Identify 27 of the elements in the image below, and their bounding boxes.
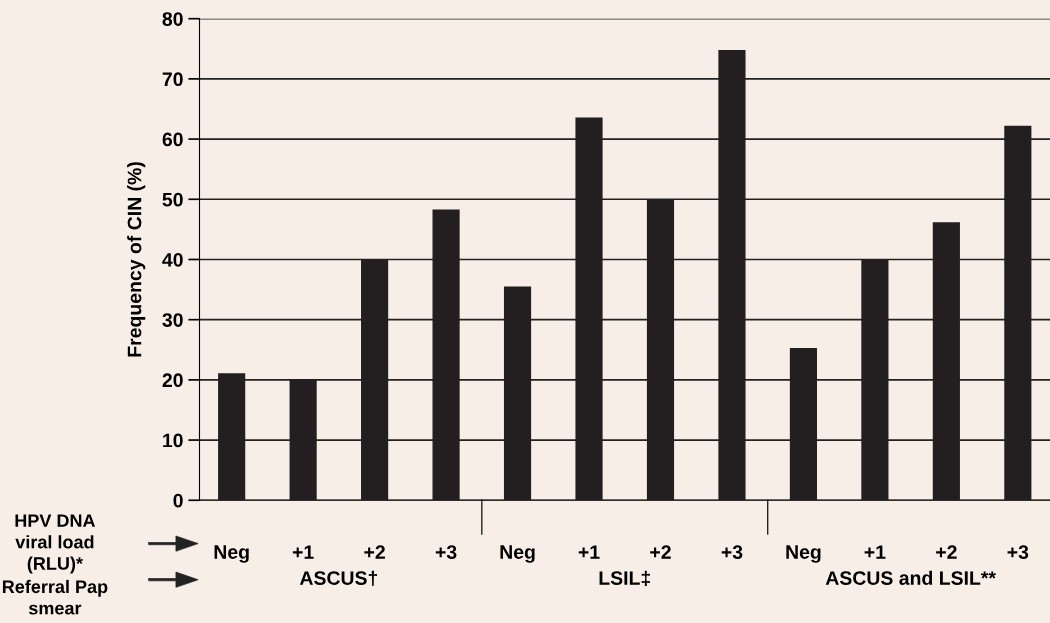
text: LSIL‡ (599, 570, 650, 587)
x-tick-label: Neg (786, 545, 821, 563)
y-tick-label: 10 (163, 433, 183, 448)
x-tick-label: Neg (500, 545, 535, 563)
y-tick-label: 60 (162, 132, 183, 147)
y-tick-label: 80 (162, 12, 183, 26)
y-tick-label: 70 (162, 72, 183, 87)
text: ASCUS† (299, 570, 377, 587)
x-tick-label: +3 (721, 545, 743, 560)
y-tick-label: 30 (162, 313, 183, 327)
x-tick-label: +1 (292, 545, 314, 559)
y-axis-title: Frequency of CIN (%) (127, 162, 146, 357)
y-tick-label: 20 (162, 373, 183, 388)
x-tick-label: +1 (578, 545, 600, 559)
x-tick-label: +3 (1007, 545, 1029, 560)
x-tick-label: +1 (864, 545, 886, 559)
x-tick-label: +2 (364, 545, 385, 559)
y-tick-label: 0 (173, 493, 183, 508)
y-tick-label: 50 (162, 192, 183, 207)
x-tick-label: +2 (650, 545, 671, 559)
text: ASCUS and LSIL** (825, 570, 996, 585)
x-tick-label: +2 (936, 545, 957, 559)
x-tick-label: Neg (214, 545, 249, 563)
text: HPV DNA viral load (RLU)* (15, 514, 96, 574)
text: Referral Pap smear (2, 579, 108, 615)
x-tick-label: +3 (435, 545, 457, 560)
y-tick-label: 40 (162, 252, 183, 267)
